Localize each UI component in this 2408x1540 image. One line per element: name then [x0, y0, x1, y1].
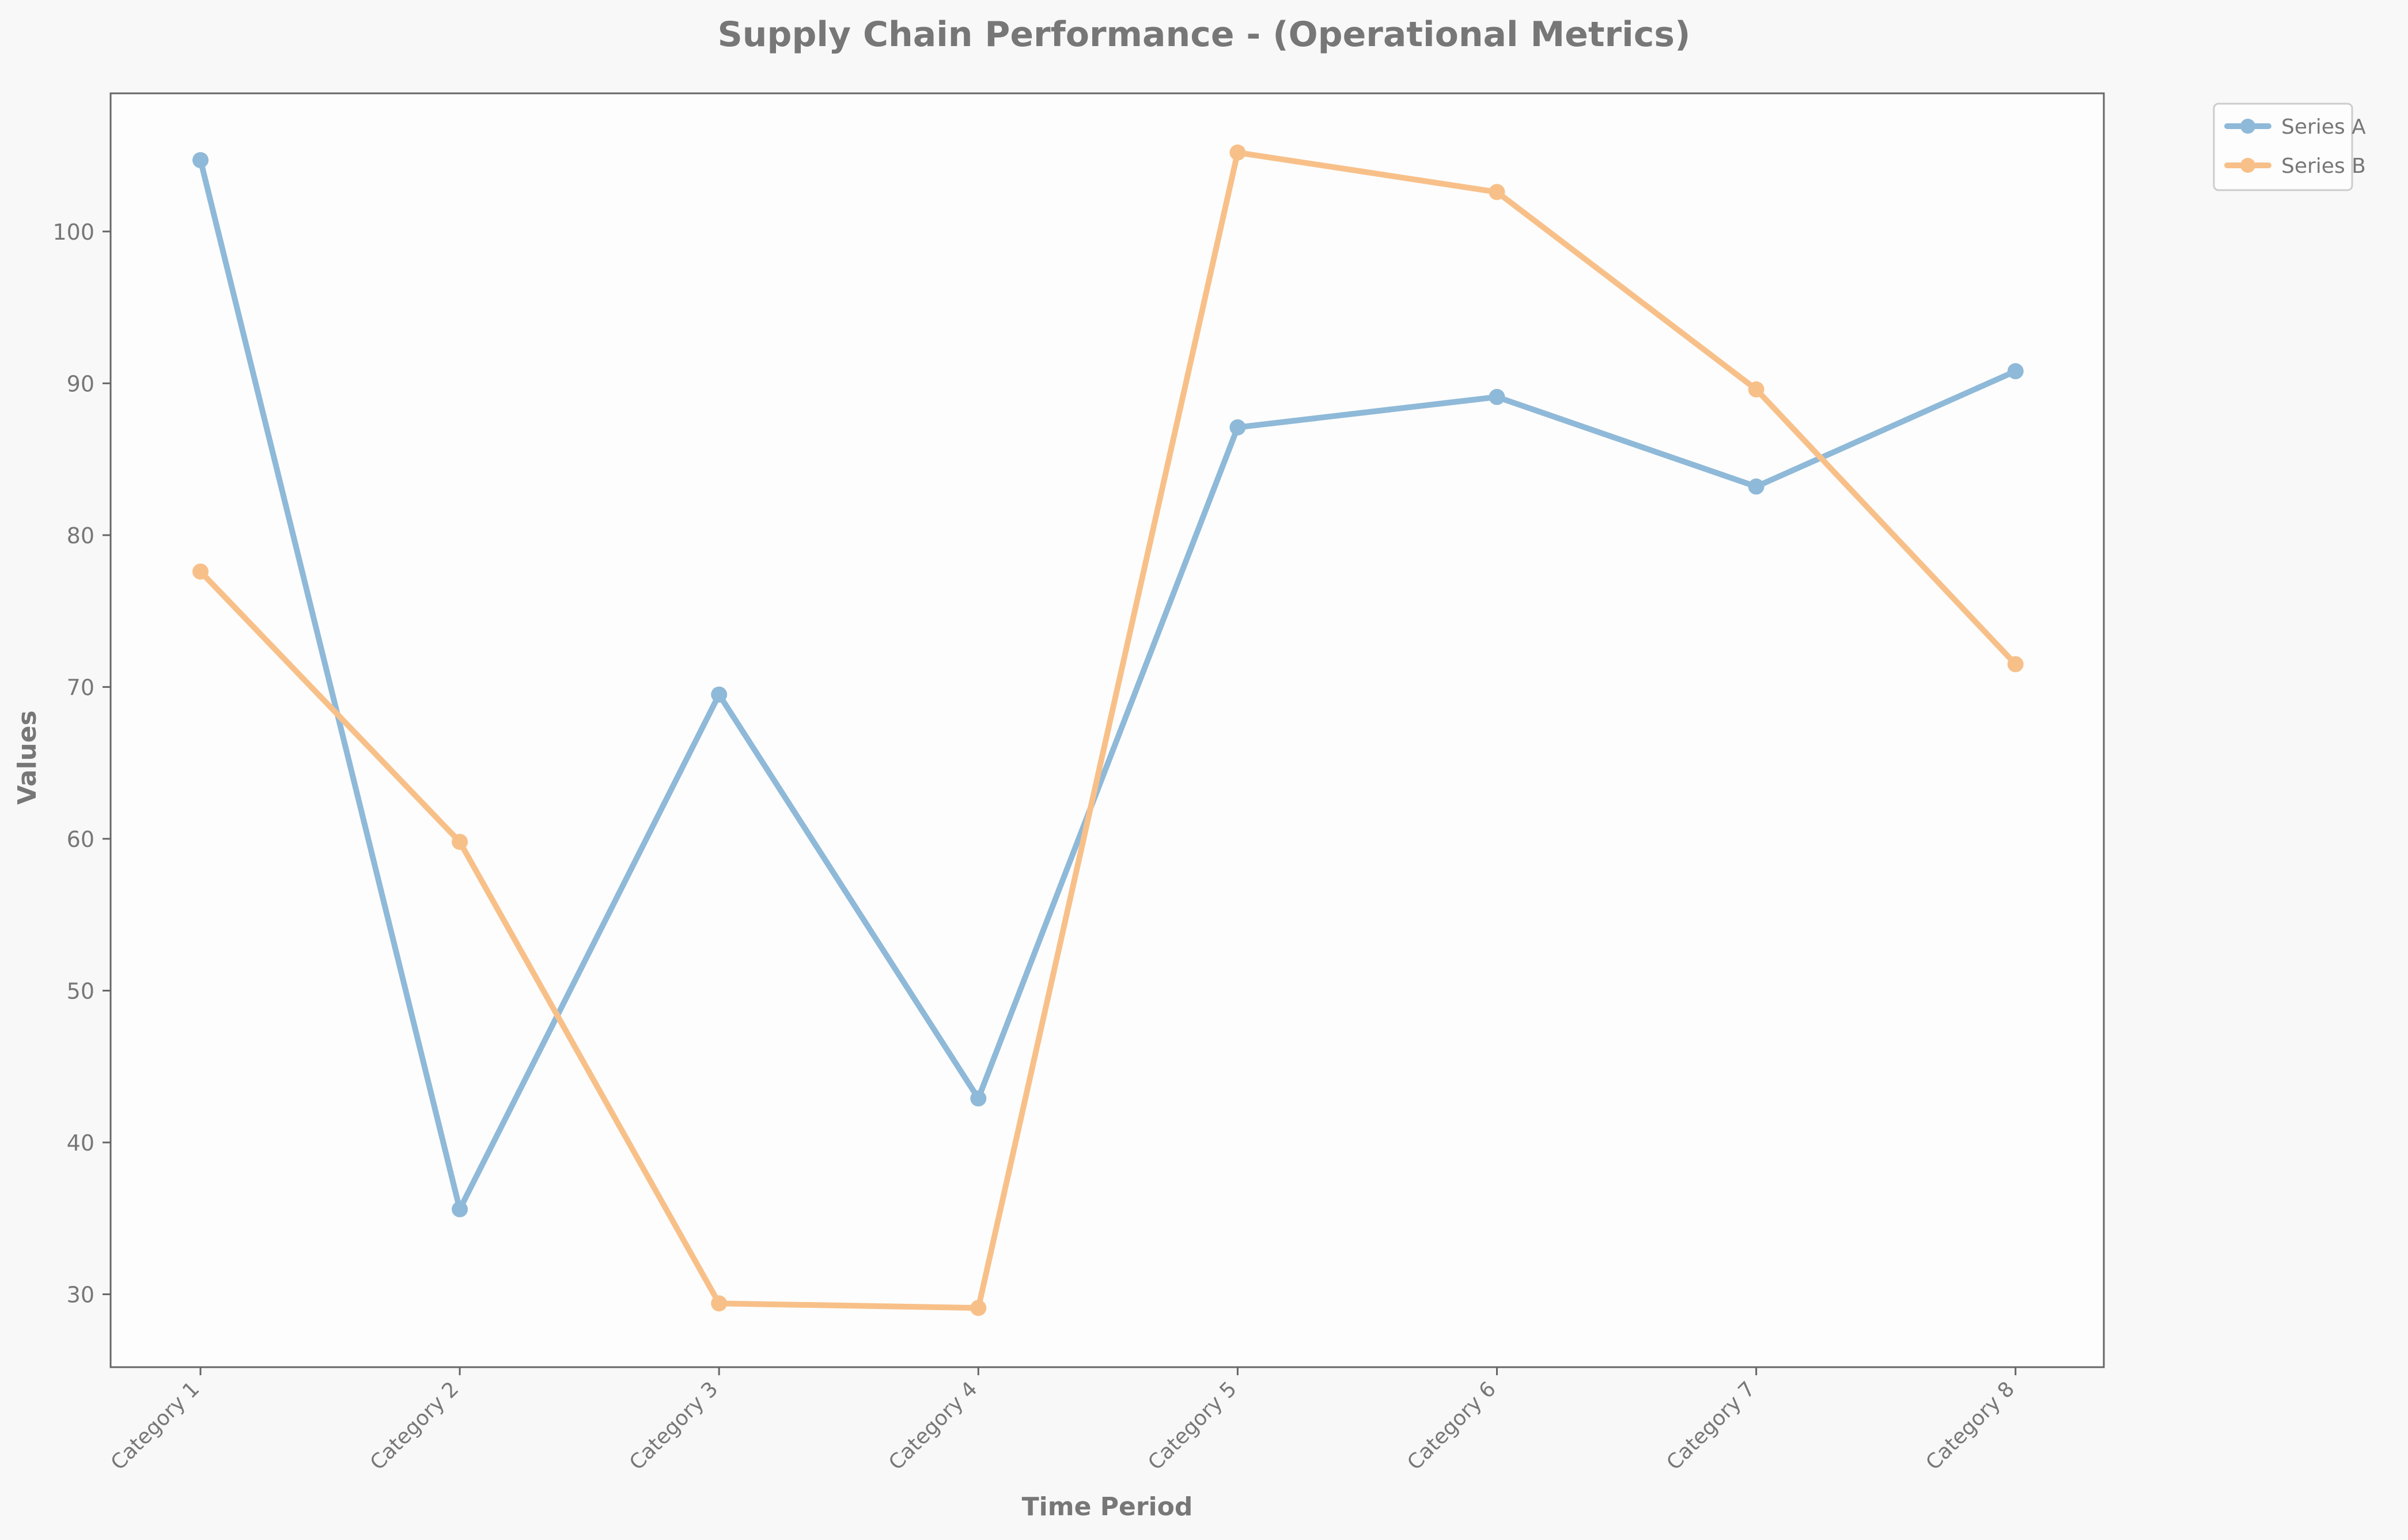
data-point: [192, 563, 209, 580]
y-tick-label: 30: [67, 1282, 94, 1308]
data-point: [970, 1090, 987, 1107]
data-point: [1748, 478, 1765, 495]
data-point: [711, 686, 728, 703]
y-axis-label: Values: [13, 710, 42, 805]
data-point: [1748, 381, 1765, 398]
y-tick-label: 50: [67, 978, 94, 1004]
y-tick-label: 80: [67, 523, 94, 548]
series-2: [192, 144, 2024, 1316]
legend-marker: [2240, 158, 2255, 173]
data-point: [1229, 419, 1246, 436]
legend-label: Series A: [2281, 115, 2366, 139]
x-axis-label: Time Period: [1022, 1492, 1193, 1522]
legend: Series A Series B: [2213, 103, 2366, 191]
series-layer: [192, 144, 2024, 1316]
legend-marker: [2240, 119, 2255, 134]
data-point: [711, 1295, 728, 1312]
chart-title: Supply Chain Performance - (Operational …: [718, 14, 1691, 55]
series-1: [192, 152, 2024, 1217]
data-point: [1489, 184, 1505, 200]
data-point: [970, 1300, 987, 1316]
y-tick-label: 60: [67, 827, 94, 852]
data-point: [1489, 389, 1505, 406]
y-tick-label: 70: [67, 675, 94, 700]
series-line: [198, 157, 2019, 1212]
data-point: [1229, 144, 1246, 161]
series-line: [198, 149, 2019, 1311]
y-tick-label: 40: [67, 1130, 94, 1156]
data-point: [2007, 656, 2024, 672]
y-tick-label: 90: [67, 371, 94, 396]
data-point: [192, 152, 209, 168]
data-point: [2007, 363, 2024, 380]
plot-frame: [109, 92, 2105, 1368]
legend-label: Series B: [2281, 154, 2366, 178]
y-tick-label: 100: [52, 220, 94, 245]
data-point: [452, 1201, 468, 1217]
y-axis: 30 40 50 60 70 80 90 100: [52, 220, 111, 1308]
data-point: [452, 834, 468, 850]
